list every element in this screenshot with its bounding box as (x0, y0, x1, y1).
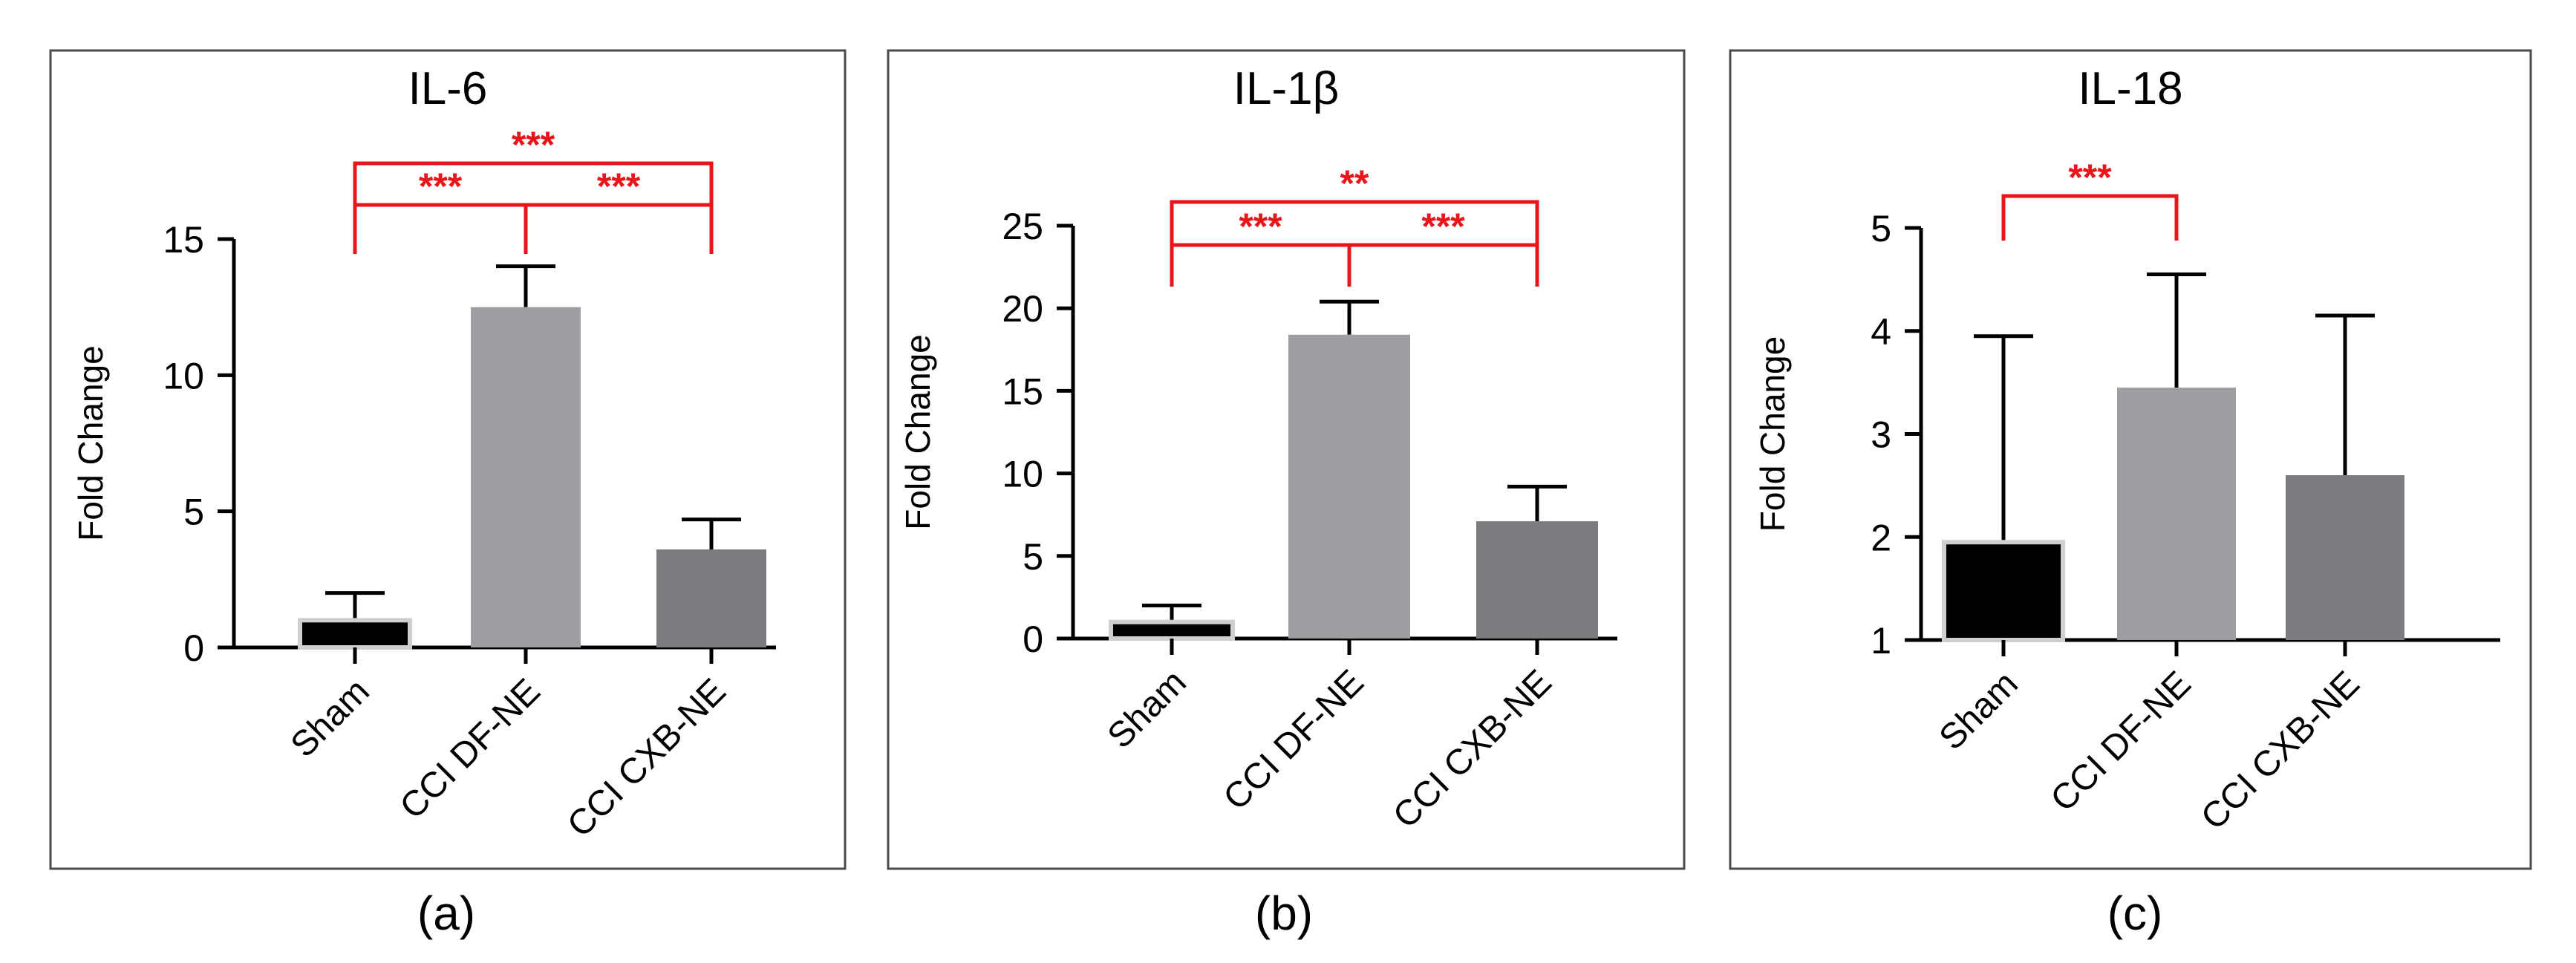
significance-bracket (524, 203, 714, 254)
panel-frame (49, 49, 847, 870)
panel-label: (a) (417, 887, 475, 940)
bar-cxb-ne (1476, 521, 1598, 639)
bar-df-ne (2117, 388, 2236, 640)
significance-label: *** (419, 166, 463, 207)
significance-label: *** (2068, 157, 2112, 198)
panel-frame (887, 49, 1686, 870)
panel-label: (c) (2107, 887, 2163, 940)
x-category-label: CCI CXB-NE (2194, 664, 2367, 838)
y-tick-label: 3 (1871, 414, 1891, 456)
significance-bracket (1170, 243, 1351, 287)
y-tick-label: 15 (1002, 370, 1043, 412)
bar-sham (1942, 540, 2065, 642)
y-tick-label: 4 (1871, 311, 1891, 353)
x-category-label: CCI CXB-NE (1386, 662, 1559, 836)
y-tick-label: 2 (1871, 517, 1891, 558)
panel-frame (1729, 49, 2532, 870)
significance-bracket (353, 203, 528, 254)
significance-label: ** (1340, 163, 1369, 204)
y-tick-label: 15 (163, 219, 204, 261)
y-axis-label: Fold Change (71, 345, 110, 541)
x-category-label: Sham (1932, 664, 2026, 757)
x-category-label: Sham (1100, 662, 1194, 756)
y-axis-label: Fold Change (1753, 336, 1792, 532)
chart-title: IL-1β (1233, 63, 1340, 114)
significance-label: *** (512, 124, 555, 166)
y-tick-label: 5 (183, 492, 204, 533)
x-category-label: CCI DF-NE (393, 671, 548, 826)
y-tick-label: 0 (183, 627, 204, 669)
y-tick-label: 5 (1023, 536, 1043, 578)
y-tick-label: 20 (1002, 288, 1043, 330)
bar-cxb-ne (2286, 475, 2404, 640)
x-category-label: Sham (284, 671, 377, 765)
y-tick-label: 10 (163, 355, 204, 396)
y-tick-label: 1 (1871, 620, 1891, 662)
significance-bracket (1170, 200, 1539, 287)
significance-label: *** (597, 166, 641, 207)
chart-panel-2: IL-1β 0 5 10 15 20 25 Fold Change Sham CCI DF-NE C… (887, 49, 1686, 940)
bar-df-ne (471, 307, 581, 647)
y-tick-label: 25 (1002, 206, 1043, 247)
bar-sham (298, 618, 412, 650)
bar-sham (1109, 619, 1235, 642)
bar-df-ne (1288, 334, 1410, 639)
significance-bracket (2001, 194, 2179, 241)
significance-bracket (1347, 243, 1539, 287)
x-category-label: CCI DF-NE (1216, 662, 1372, 817)
significance-label: *** (1421, 206, 1465, 247)
significance-label: *** (1239, 206, 1282, 247)
y-tick-label: 10 (1002, 454, 1043, 495)
chart-title: IL-6 (408, 63, 488, 114)
chart-title: IL-18 (2078, 63, 2182, 114)
bar-cxb-ne (656, 549, 766, 647)
significance-bracket (353, 161, 714, 254)
x-category-label: CCI CXB-NE (560, 671, 734, 845)
panel-label: (b) (1255, 887, 1313, 940)
chart-panel-1: IL-6 0 5 10 15 Fold Change Sham CCI DF-NE CCI CX… (49, 49, 847, 940)
x-category-label: CCI DF-NE (2044, 664, 2199, 819)
y-axis-label: Fold Change (899, 334, 937, 529)
y-tick-label: 5 (1871, 208, 1891, 249)
y-tick-label: 0 (1023, 618, 1043, 660)
